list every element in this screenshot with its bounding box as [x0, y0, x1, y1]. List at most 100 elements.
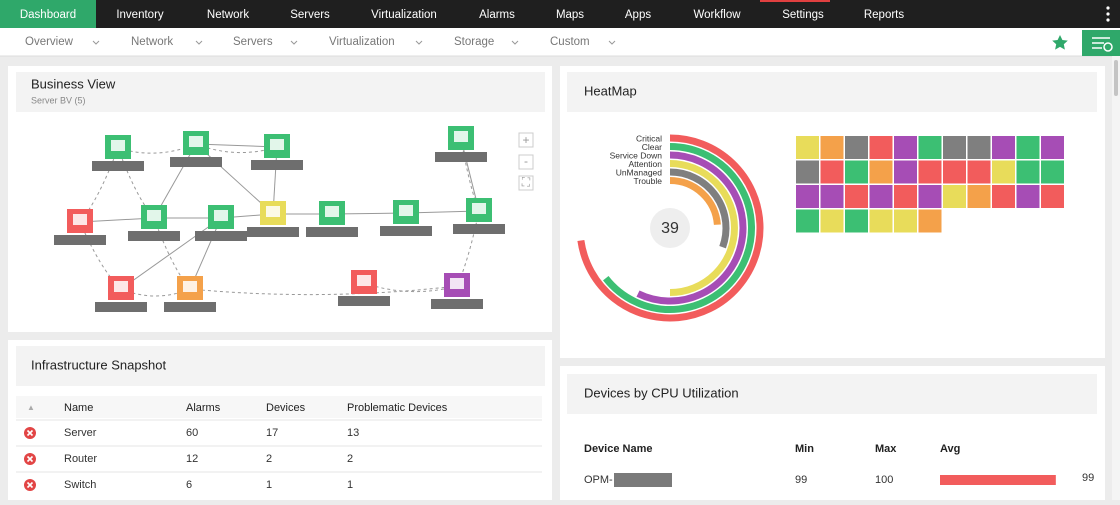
heatmap-tile[interactable]	[1041, 160, 1064, 184]
status-ring	[669, 160, 738, 296]
nav-item[interactable]: Virtualization	[371, 9, 437, 21]
nav-item[interactable]: Network	[207, 9, 249, 21]
heatmap-tile[interactable]	[967, 160, 991, 184]
menu-dots[interactable]	[1106, 6, 1110, 22]
subnav-item[interactable]: Custom	[550, 36, 590, 48]
device-screen	[266, 206, 280, 217]
table-cell: 60	[186, 427, 198, 439]
nav-item[interactable]: Workflow	[693, 9, 741, 21]
device-label	[170, 157, 222, 167]
heatmap-tile[interactable]	[869, 160, 893, 184]
device-label	[95, 302, 147, 312]
status-ring	[669, 168, 730, 249]
table-cell: Switch	[64, 479, 96, 491]
ring-label: Attention	[628, 159, 662, 169]
device-label	[247, 227, 299, 237]
table-cell: 2	[266, 453, 272, 465]
heatmap-tile[interactable]	[1016, 136, 1040, 159]
heatmap-tile[interactable]	[1041, 185, 1064, 208]
total-count: 39	[661, 220, 679, 237]
table-cell: 6	[186, 479, 192, 491]
panel-title: Infrastructure Snapshot	[31, 357, 167, 372]
heatmap-tile[interactable]	[1016, 185, 1040, 208]
heatmap-tile[interactable]	[918, 160, 942, 184]
scrollbar[interactable]	[1112, 56, 1120, 500]
heatmap-tile[interactable]	[918, 209, 942, 233]
heatmap-tile[interactable]	[796, 185, 819, 208]
subnav-item[interactable]: Storage	[454, 36, 494, 48]
heatmap-tile[interactable]	[845, 136, 868, 159]
heatmap-tile[interactable]	[894, 136, 917, 159]
table-header	[16, 396, 542, 418]
nav-item[interactable]: Dashboard	[20, 9, 76, 21]
heatmap-tile[interactable]	[943, 136, 966, 159]
nav-item[interactable]: Apps	[625, 9, 651, 21]
panel-header	[567, 72, 1097, 112]
device-label	[431, 299, 483, 309]
table-cell: 1	[347, 479, 353, 491]
subnav-item[interactable]: Network	[131, 36, 173, 48]
device-label	[92, 161, 144, 171]
heatmap-tile[interactable]	[796, 160, 819, 184]
heatmap-tile[interactable]	[869, 136, 893, 159]
heatmap-tile[interactable]	[869, 185, 893, 208]
heatmap-tile[interactable]	[845, 209, 868, 233]
heatmap-tile[interactable]	[820, 209, 844, 233]
sort-icon[interactable]: ▲	[27, 403, 35, 412]
heatmap-tile[interactable]	[845, 185, 868, 208]
heatmap-tile[interactable]	[820, 185, 844, 208]
nav-item[interactable]: Inventory	[116, 9, 164, 21]
link	[189, 285, 458, 296]
heatmap-tile[interactable]	[845, 160, 868, 184]
ring-label: Service Down	[610, 150, 663, 160]
table-cell: 12	[186, 453, 198, 465]
device-label	[435, 152, 487, 162]
heatmap-tile[interactable]	[894, 209, 917, 233]
heatmap-tile[interactable]	[918, 185, 942, 208]
device-label	[128, 231, 180, 241]
favorite-star[interactable]	[1052, 35, 1068, 50]
heatmap-tile[interactable]	[796, 136, 819, 159]
heatmap-tile[interactable]	[992, 136, 1015, 159]
heatmap-tile[interactable]	[820, 136, 844, 159]
device-screen	[399, 205, 413, 216]
device-label	[164, 302, 216, 312]
heatmap-tile[interactable]	[894, 160, 917, 184]
nav-item[interactable]: Reports	[864, 9, 905, 21]
chevron	[290, 40, 298, 45]
heatmap-tile[interactable]	[943, 160, 966, 184]
heatmap-tile[interactable]	[967, 136, 991, 159]
panel-subtitle: Server BV (5)	[31, 95, 86, 105]
status-ring	[603, 143, 755, 313]
heatmap-tile[interactable]	[918, 136, 942, 159]
subnav-item[interactable]: Servers	[233, 36, 273, 48]
zoom-controls[interactable]	[518, 132, 534, 191]
heatmap-tile[interactable]	[894, 185, 917, 208]
tab-accent	[760, 0, 830, 2]
heatmap-tile[interactable]	[1016, 160, 1040, 184]
subnav-item[interactable]: Virtualization	[329, 36, 395, 48]
heatmap-tile[interactable]	[943, 185, 966, 208]
nav-item[interactable]: Maps	[556, 9, 584, 21]
heatmap-tile[interactable]	[869, 209, 893, 233]
heatmap-tile[interactable]	[992, 160, 1015, 184]
heatmap-tile[interactable]	[967, 185, 991, 208]
column-header: Avg	[940, 443, 960, 455]
widget-icon	[1092, 37, 1113, 52]
nav-item[interactable]: Servers	[290, 9, 330, 21]
nav-item[interactable]: Alarms	[479, 9, 515, 21]
top-nav	[0, 0, 1120, 28]
heatmap-tile[interactable]	[820, 160, 844, 184]
nav-item[interactable]: Settings	[782, 9, 824, 21]
scroll-thumb[interactable]	[1114, 60, 1118, 96]
panel-header	[16, 72, 545, 112]
heatmap-tile[interactable]	[992, 185, 1015, 208]
heatmap-tile[interactable]	[1041, 136, 1064, 159]
panel-header	[567, 374, 1097, 414]
chevron	[195, 40, 203, 45]
min-value: 99	[795, 474, 807, 486]
heatmap-tile[interactable]	[796, 209, 819, 233]
subnav-item[interactable]: Overview	[25, 36, 74, 48]
total-badge	[650, 208, 690, 248]
